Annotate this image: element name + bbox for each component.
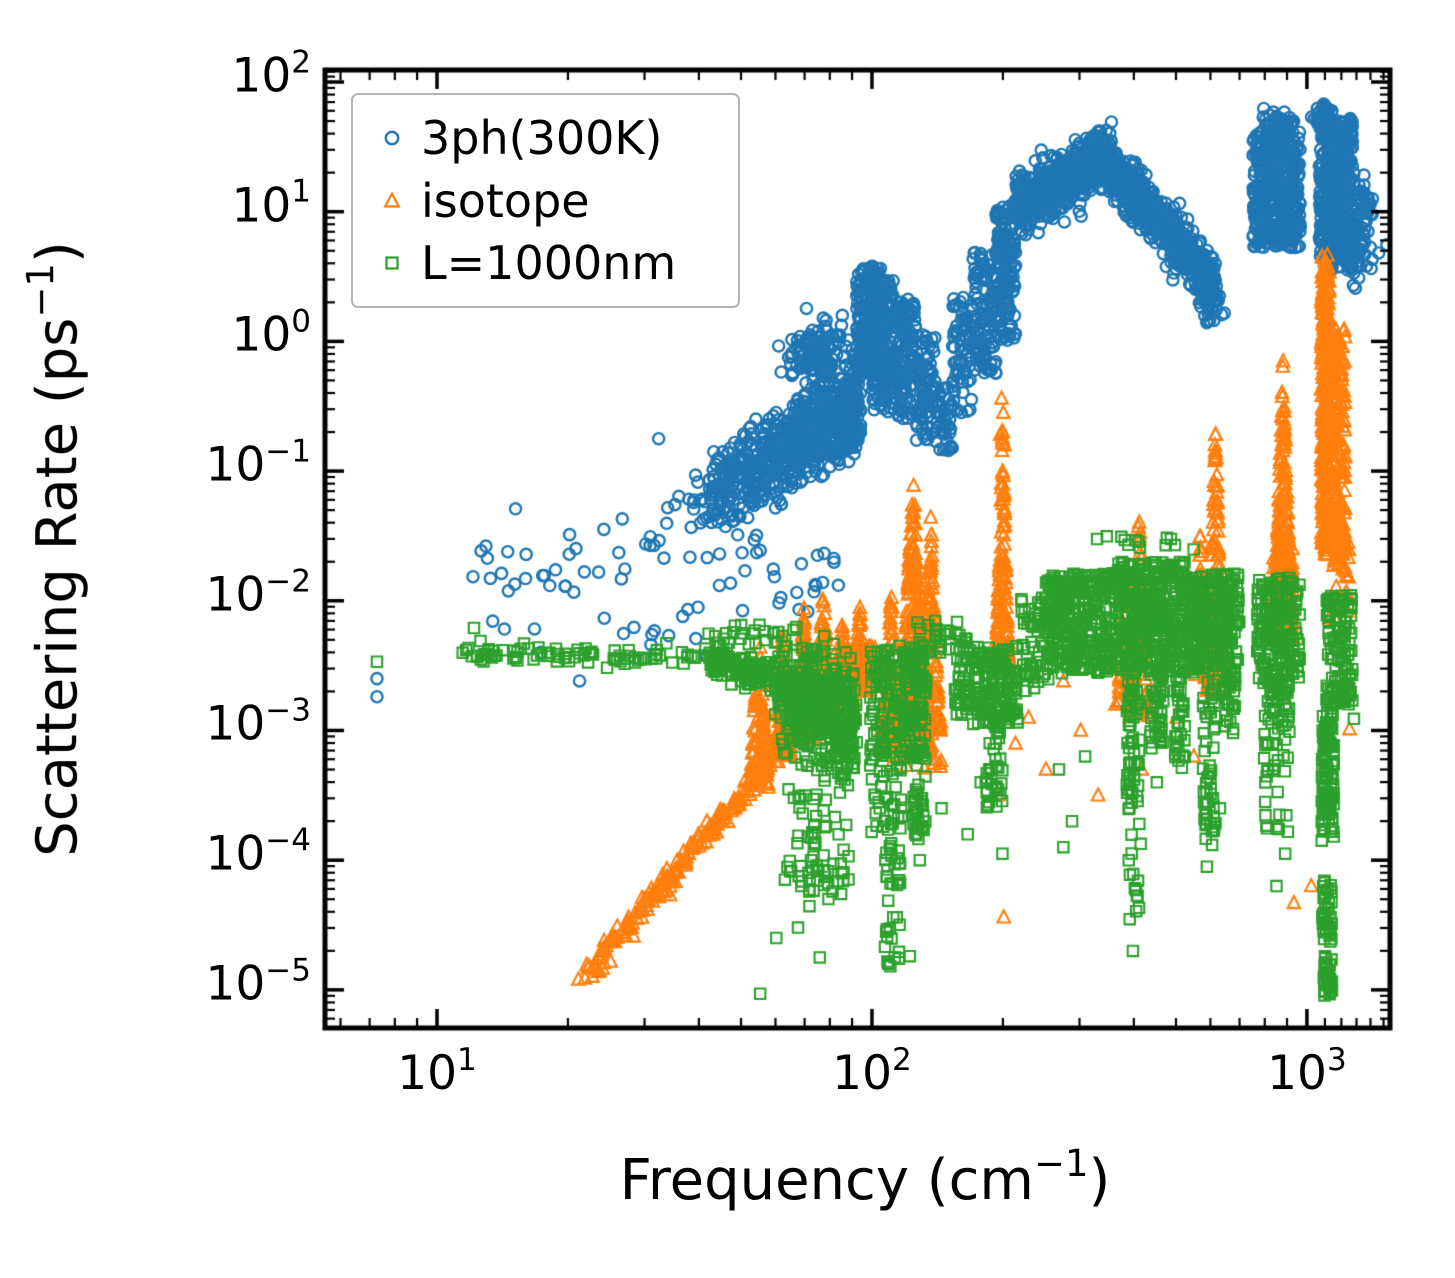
x-axis-label-text: Frequency (cm bbox=[619, 1148, 1034, 1213]
x-axis-label-close: ) bbox=[1088, 1148, 1111, 1213]
x-axis-label: Frequency (cm−1) bbox=[619, 1143, 1111, 1213]
x-axis-label-sup: −1 bbox=[1033, 1142, 1089, 1186]
legend-label-isotope: isotope bbox=[421, 173, 590, 228]
legend-label-3ph: 3ph(300K) bbox=[421, 111, 663, 166]
legend: 3ph(300K) isotope L=1000nm bbox=[351, 93, 740, 308]
legend-label-boundary: L=1000nm bbox=[421, 235, 677, 290]
legend-item-boundary: L=1000nm bbox=[377, 240, 738, 286]
y-tick-label: 10−2 bbox=[205, 563, 311, 623]
y-tick-label: 101 bbox=[231, 173, 311, 234]
y-axis-label-close: ) bbox=[25, 241, 91, 264]
y-tick-label: 100 bbox=[231, 303, 311, 363]
y-tick-label: 10−3 bbox=[205, 692, 311, 752]
x-tick-label: 101 bbox=[397, 1041, 477, 1101]
y-tick-label: 10−4 bbox=[205, 822, 311, 882]
square-marker-icon bbox=[385, 256, 399, 270]
x-tick-label: 103 bbox=[1267, 1041, 1347, 1101]
y-axis-label-sup: −1 bbox=[19, 263, 63, 318]
legend-item-3ph: 3ph(300K) bbox=[377, 115, 738, 161]
triangle-marker-icon bbox=[383, 190, 401, 208]
circle-marker-icon bbox=[384, 130, 400, 146]
y-tick-label: 10−5 bbox=[205, 952, 311, 1012]
y-axis-label: Scattering Rate (ps−1) bbox=[19, 241, 91, 857]
y-axis-label-text: Scattering Rate (ps bbox=[25, 317, 91, 857]
y-tick-label: 10−1 bbox=[205, 433, 311, 493]
legend-item-isotope: isotope bbox=[377, 178, 738, 224]
x-tick-label: 102 bbox=[832, 1041, 912, 1101]
y-tick-label: 102 bbox=[231, 44, 311, 104]
